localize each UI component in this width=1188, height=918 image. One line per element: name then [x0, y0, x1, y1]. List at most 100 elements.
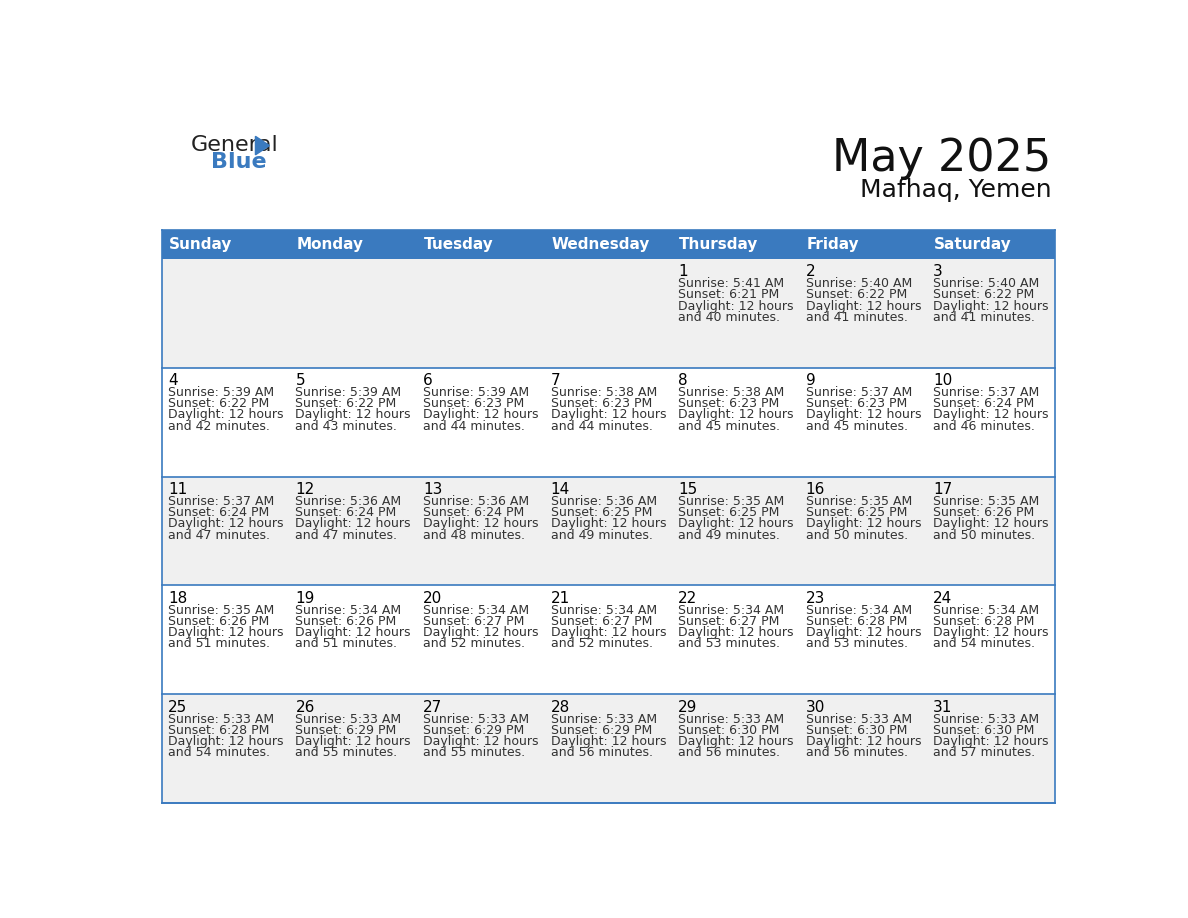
- Text: Sunset: 6:23 PM: Sunset: 6:23 PM: [678, 397, 779, 410]
- Text: and 44 minutes.: and 44 minutes.: [550, 420, 652, 432]
- Text: and 47 minutes.: and 47 minutes.: [168, 529, 270, 542]
- Text: and 45 minutes.: and 45 minutes.: [678, 420, 781, 432]
- Text: and 49 minutes.: and 49 minutes.: [678, 529, 779, 542]
- Bar: [545, 586, 672, 694]
- Bar: [163, 476, 290, 586]
- Text: Sunrise: 5:33 AM: Sunrise: 5:33 AM: [933, 712, 1040, 726]
- Text: Sunrise: 5:38 AM: Sunrise: 5:38 AM: [678, 386, 784, 399]
- Text: Sunrise: 5:34 AM: Sunrise: 5:34 AM: [550, 604, 657, 617]
- Bar: [163, 259, 290, 367]
- Text: 13: 13: [423, 482, 442, 497]
- Text: 28: 28: [550, 700, 570, 715]
- Text: Daylight: 12 hours: Daylight: 12 hours: [296, 409, 411, 421]
- Text: Sunset: 6:26 PM: Sunset: 6:26 PM: [296, 615, 397, 628]
- Text: 25: 25: [168, 700, 188, 715]
- Text: Daylight: 12 hours: Daylight: 12 hours: [678, 518, 794, 531]
- Text: Sunset: 6:27 PM: Sunset: 6:27 PM: [550, 615, 652, 628]
- Text: 21: 21: [550, 591, 570, 606]
- Text: 12: 12: [296, 482, 315, 497]
- Text: Wednesday: Wednesday: [551, 237, 650, 252]
- Text: 19: 19: [296, 591, 315, 606]
- Text: Tuesday: Tuesday: [424, 237, 493, 252]
- Text: and 53 minutes.: and 53 minutes.: [678, 637, 781, 650]
- Text: and 49 minutes.: and 49 minutes.: [550, 529, 652, 542]
- Bar: [417, 259, 545, 367]
- Text: Daylight: 12 hours: Daylight: 12 hours: [550, 409, 666, 421]
- Text: Sunrise: 5:36 AM: Sunrise: 5:36 AM: [296, 495, 402, 508]
- Bar: [545, 367, 672, 476]
- Text: and 41 minutes.: and 41 minutes.: [933, 311, 1035, 324]
- Text: and 50 minutes.: and 50 minutes.: [805, 529, 908, 542]
- Text: Sunset: 6:28 PM: Sunset: 6:28 PM: [805, 615, 906, 628]
- Text: Sunset: 6:28 PM: Sunset: 6:28 PM: [168, 724, 270, 737]
- Text: Sunrise: 5:35 AM: Sunrise: 5:35 AM: [678, 495, 784, 508]
- Text: Sunday: Sunday: [169, 237, 232, 252]
- Text: Daylight: 12 hours: Daylight: 12 hours: [678, 735, 794, 748]
- Text: Sunrise: 5:34 AM: Sunrise: 5:34 AM: [933, 604, 1040, 617]
- Text: Sunset: 6:29 PM: Sunset: 6:29 PM: [550, 724, 652, 737]
- Text: Sunset: 6:21 PM: Sunset: 6:21 PM: [678, 288, 779, 301]
- Text: Sunrise: 5:39 AM: Sunrise: 5:39 AM: [423, 386, 529, 399]
- Text: 18: 18: [168, 591, 188, 606]
- Bar: [928, 367, 1055, 476]
- Text: and 55 minutes.: and 55 minutes.: [296, 746, 398, 759]
- Text: and 51 minutes.: and 51 minutes.: [296, 637, 398, 650]
- Text: and 41 minutes.: and 41 minutes.: [805, 311, 908, 324]
- Text: Daylight: 12 hours: Daylight: 12 hours: [805, 409, 921, 421]
- Text: Sunset: 6:22 PM: Sunset: 6:22 PM: [168, 397, 270, 410]
- Text: Sunset: 6:30 PM: Sunset: 6:30 PM: [678, 724, 779, 737]
- Text: and 56 minutes.: and 56 minutes.: [550, 746, 652, 759]
- Text: Sunset: 6:29 PM: Sunset: 6:29 PM: [423, 724, 524, 737]
- Bar: [545, 694, 672, 803]
- Bar: [417, 476, 545, 586]
- Text: 10: 10: [933, 373, 953, 388]
- Bar: [290, 586, 417, 694]
- Text: Sunrise: 5:34 AM: Sunrise: 5:34 AM: [296, 604, 402, 617]
- Bar: [801, 694, 928, 803]
- Text: 1: 1: [678, 264, 688, 279]
- Bar: [545, 476, 672, 586]
- Text: Daylight: 12 hours: Daylight: 12 hours: [168, 518, 284, 531]
- Text: Sunset: 6:24 PM: Sunset: 6:24 PM: [168, 506, 270, 520]
- Text: Sunset: 6:29 PM: Sunset: 6:29 PM: [296, 724, 397, 737]
- Bar: [290, 476, 417, 586]
- Bar: [928, 476, 1055, 586]
- Text: Sunset: 6:24 PM: Sunset: 6:24 PM: [296, 506, 397, 520]
- Text: Sunrise: 5:39 AM: Sunrise: 5:39 AM: [168, 386, 274, 399]
- Text: Sunset: 6:30 PM: Sunset: 6:30 PM: [805, 724, 906, 737]
- Text: and 57 minutes.: and 57 minutes.: [933, 746, 1035, 759]
- Text: Mafhaq, Yemen: Mafhaq, Yemen: [860, 178, 1051, 202]
- Text: Daylight: 12 hours: Daylight: 12 hours: [933, 626, 1049, 639]
- Text: Sunrise: 5:36 AM: Sunrise: 5:36 AM: [550, 495, 657, 508]
- Text: Daylight: 12 hours: Daylight: 12 hours: [550, 626, 666, 639]
- Text: Sunrise: 5:33 AM: Sunrise: 5:33 AM: [296, 712, 402, 726]
- Text: 31: 31: [933, 700, 953, 715]
- Bar: [290, 259, 417, 367]
- Text: 16: 16: [805, 482, 824, 497]
- Text: 3: 3: [933, 264, 943, 279]
- Bar: [672, 259, 801, 367]
- Text: Sunset: 6:25 PM: Sunset: 6:25 PM: [805, 506, 906, 520]
- Text: Sunrise: 5:40 AM: Sunrise: 5:40 AM: [805, 277, 912, 290]
- Text: Sunset: 6:27 PM: Sunset: 6:27 PM: [678, 615, 779, 628]
- Text: 8: 8: [678, 373, 688, 388]
- Text: Sunrise: 5:37 AM: Sunrise: 5:37 AM: [168, 495, 274, 508]
- Text: Sunrise: 5:33 AM: Sunrise: 5:33 AM: [550, 712, 657, 726]
- Text: 27: 27: [423, 700, 442, 715]
- Text: and 54 minutes.: and 54 minutes.: [933, 637, 1035, 650]
- Bar: [672, 367, 801, 476]
- Text: Sunrise: 5:37 AM: Sunrise: 5:37 AM: [805, 386, 912, 399]
- Bar: [545, 259, 672, 367]
- Text: and 50 minutes.: and 50 minutes.: [933, 529, 1035, 542]
- Text: and 44 minutes.: and 44 minutes.: [423, 420, 525, 432]
- Text: and 52 minutes.: and 52 minutes.: [550, 637, 652, 650]
- Text: Sunrise: 5:33 AM: Sunrise: 5:33 AM: [168, 712, 274, 726]
- Text: and 47 minutes.: and 47 minutes.: [296, 529, 398, 542]
- Bar: [672, 586, 801, 694]
- Text: Daylight: 12 hours: Daylight: 12 hours: [296, 626, 411, 639]
- Bar: [801, 476, 928, 586]
- Text: 4: 4: [168, 373, 177, 388]
- Text: General: General: [191, 135, 279, 155]
- Text: and 56 minutes.: and 56 minutes.: [678, 746, 781, 759]
- Text: Daylight: 12 hours: Daylight: 12 hours: [678, 626, 794, 639]
